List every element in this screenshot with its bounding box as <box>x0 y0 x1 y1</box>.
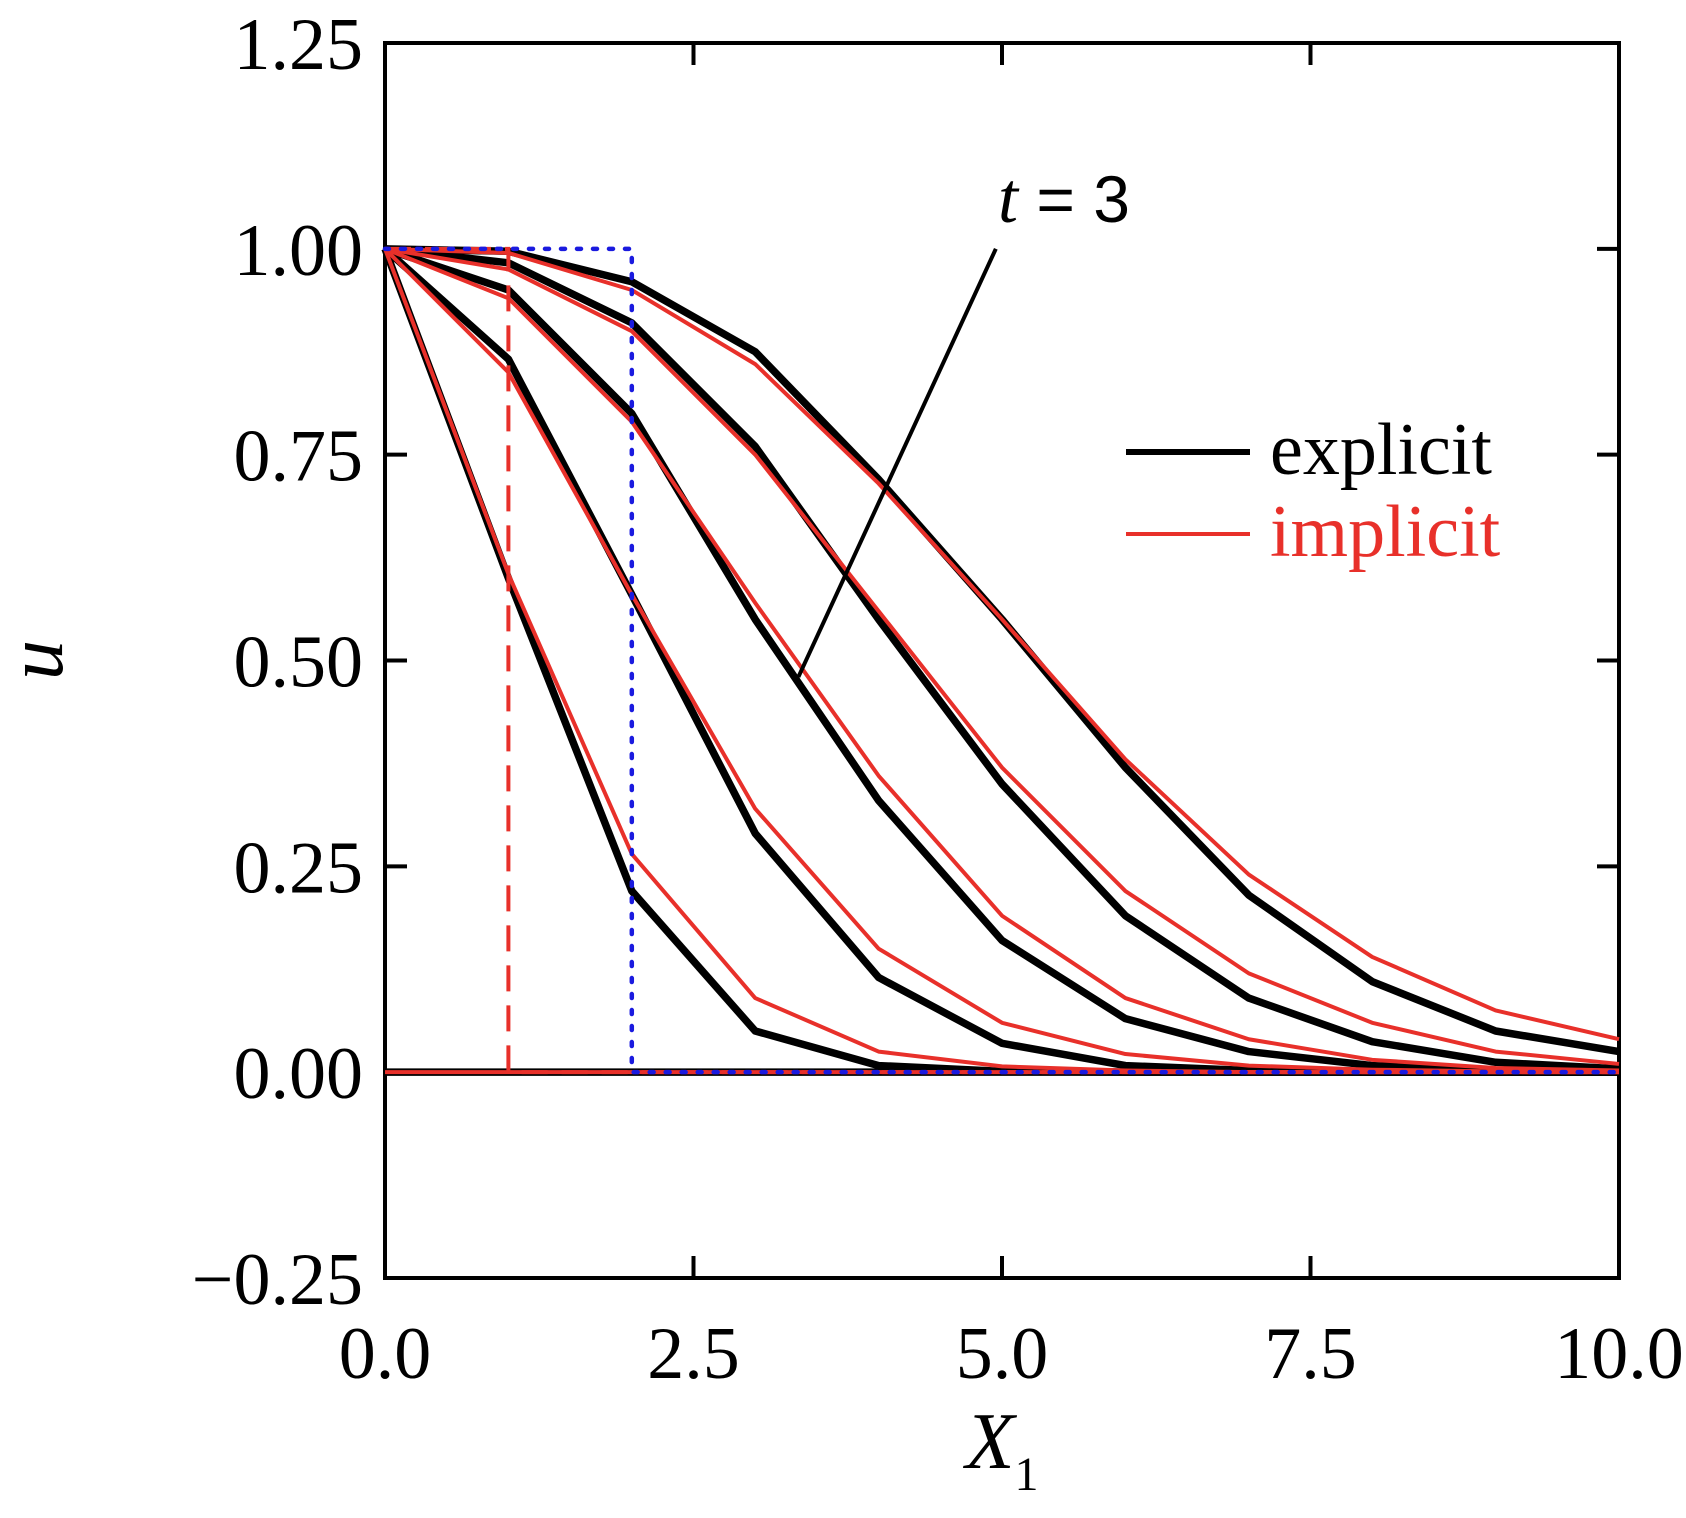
annotation-label: t = 3 <box>998 158 1130 238</box>
y-tick-label: 0.00 <box>234 1033 364 1115</box>
dotted-profile-line <box>382 246 1622 1075</box>
x-tick-label: 2.5 <box>647 1313 740 1395</box>
annotation-italic-part: t <box>998 158 1020 238</box>
implicit-line-4 <box>384 246 1620 1066</box>
dashed-profile-line <box>385 246 1619 1075</box>
axis-labels: X1 u <box>0 640 1038 1501</box>
ticks-layer: 0.0 2.5 5.0 7.5 10.0 −0.25 0.00 0.25 0.50 0.75 1.0… <box>192 4 1684 1395</box>
x-tick-label: 7.5 <box>1264 1313 1357 1395</box>
y-tick-label: 0.75 <box>234 416 364 498</box>
y-tick-label: −0.25 <box>192 1239 363 1321</box>
annotation-pointer-line <box>796 247 998 678</box>
x-tick-label: 0.0 <box>339 1313 432 1395</box>
y-axis-title: u <box>0 640 80 680</box>
y-tick-label: 0.50 <box>234 622 364 704</box>
annotation-layer: t = 3 <box>796 158 1130 678</box>
explicit-line-1 <box>381 247 1619 1076</box>
implicit-line-5 <box>384 246 1620 1042</box>
annotation-rest-part: = 3 <box>1018 162 1130 236</box>
x-axis-title-subscript: 1 <box>1014 1448 1038 1501</box>
legend-label-explicit: explicit <box>1270 409 1492 491</box>
series-layer <box>381 245 1622 1076</box>
implicit-line-1 <box>383 248 1619 1075</box>
legend-label-implicit: implicit <box>1270 491 1501 573</box>
x-tick-label: 10.0 <box>1554 1313 1684 1395</box>
explicit-line-4 <box>384 245 1620 1073</box>
y-tick-label: 1.25 <box>234 4 364 86</box>
explicit-line-2 <box>382 246 1619 1076</box>
explicit-line-3 <box>383 245 1620 1076</box>
implicit-line-3 <box>384 246 1620 1073</box>
implicit-line-2 <box>383 247 1620 1075</box>
x-tick-label: 5.0 <box>956 1313 1049 1395</box>
x-axis-title-main: X <box>963 1398 1018 1486</box>
explicit-line-5 <box>384 245 1620 1056</box>
x-axis-title: X1 <box>963 1398 1039 1501</box>
y-tick-label: 0.25 <box>234 827 364 909</box>
y-tick-label: 1.00 <box>234 210 364 292</box>
